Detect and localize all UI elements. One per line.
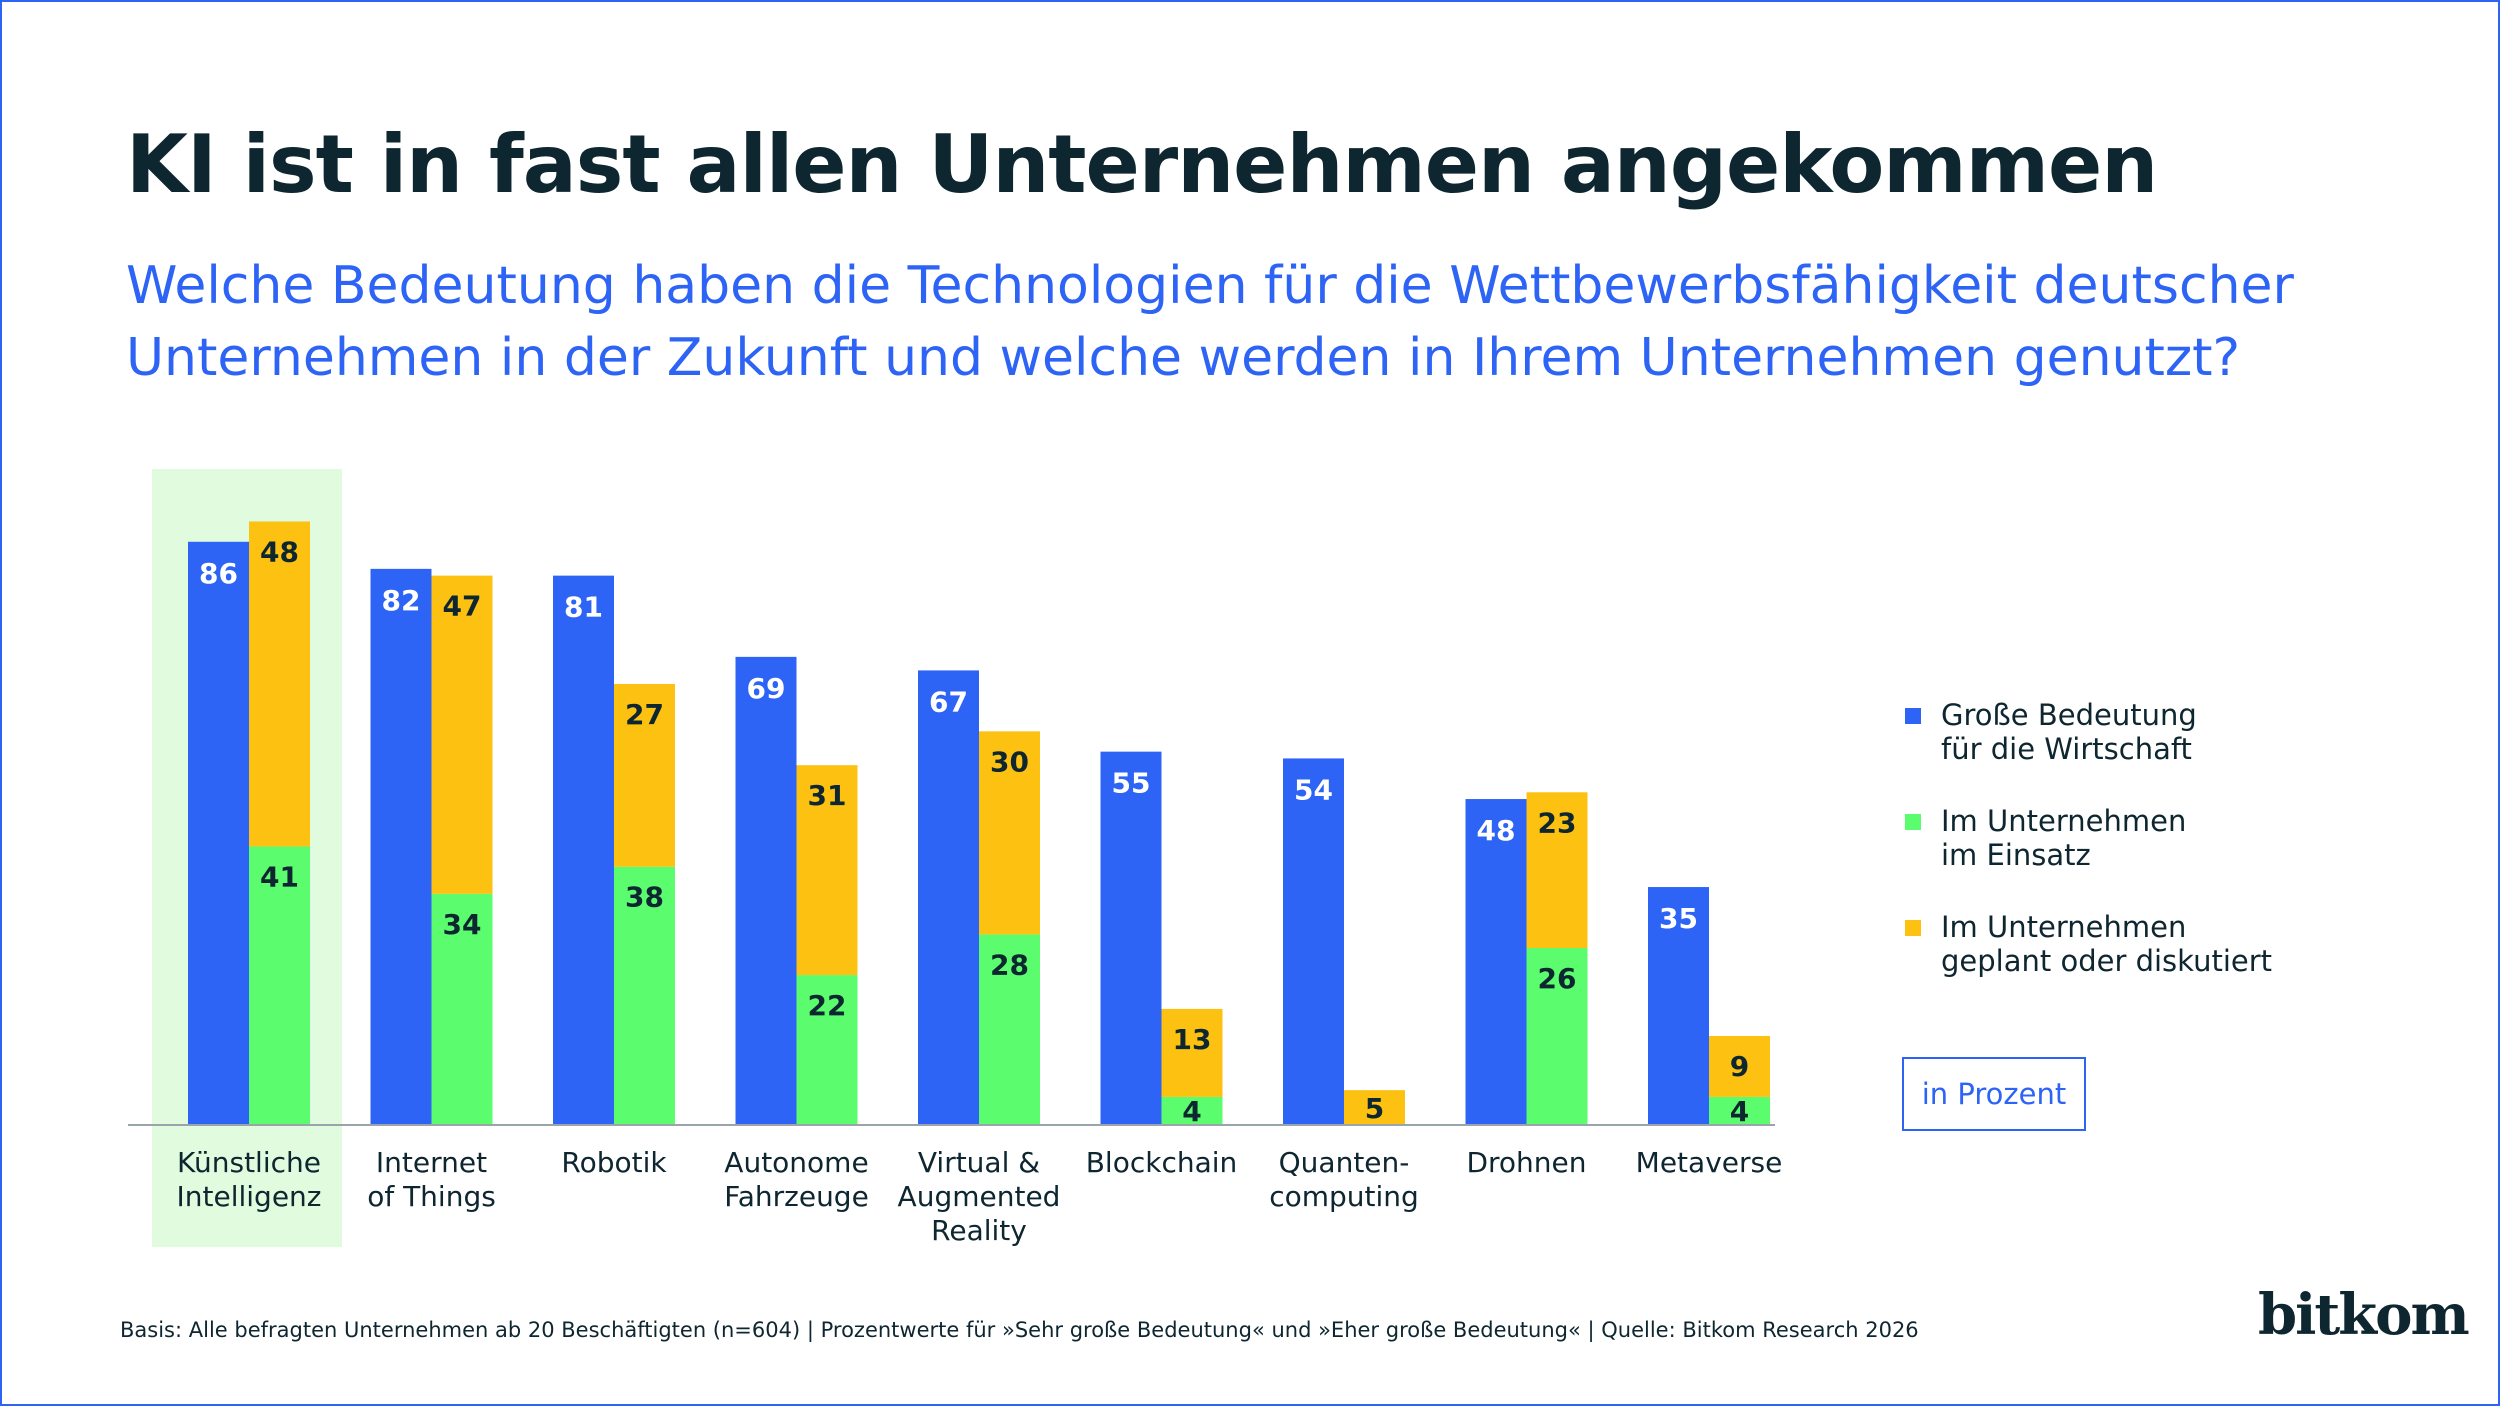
bar-große-bedeutung [1283,758,1344,1124]
data-label: 38 [625,881,664,914]
legend: Große Bedeutung für die Wirtschaft Im Unt… [1905,698,2272,1016]
bar-geplant [249,521,310,847]
legend-swatch [1905,708,1921,724]
legend-swatch [1905,814,1921,830]
data-label: 22 [808,989,847,1022]
bar-große-bedeutung [1648,887,1709,1124]
data-label: 34 [443,908,482,941]
bar-geplant [1709,1035,1770,1097]
category-label: Drohnen [1466,1146,1586,1179]
category-label: Quanten-computing [1269,1146,1419,1213]
legend-item: Im Unternehmen geplant oder diskutiert [1905,910,2272,978]
bar-im-einsatz [1526,947,1588,1124]
bar-im-einsatz [1161,1096,1223,1124]
data-label: 47 [443,590,482,623]
unit-label-box: in Prozent [1902,1057,2086,1131]
bar-im-einsatz [249,846,310,1124]
bitkom-logo: bitkom [2258,1282,2470,1348]
bar-große-bedeutung [370,568,432,1124]
data-label: 4 [1182,1095,1201,1128]
data-label: 67 [929,685,968,718]
bar-geplant [1344,1090,1405,1124]
legend-label: Große Bedeutung für die Wirtschaft [1941,698,2197,766]
bar-im-einsatz [431,893,493,1124]
data-label: 54 [1294,773,1333,806]
bar-geplant [979,731,1040,935]
bar-große-bedeutung [553,575,614,1124]
data-label: 26 [1538,962,1577,995]
bar-große-bedeutung [1465,799,1527,1124]
data-label: 23 [1538,806,1577,839]
legend-item: Große Bedeutung für die Wirtschaft [1905,698,2272,766]
bar-im-einsatz [614,866,675,1124]
category-label: Internet of Things [367,1146,496,1213]
bar-geplant [1526,792,1588,948]
bar-geplant [614,683,675,867]
bar-im-einsatz [1709,1096,1770,1124]
category-label: Virtual & Augmented Reality [898,1146,1061,1247]
category-label: Künstliche Intelligenz [177,1146,322,1213]
data-label: 82 [382,584,421,617]
data-label: 86 [199,557,238,590]
bar-geplant [1161,1008,1223,1097]
data-label: 5 [1365,1092,1384,1125]
data-label: 27 [625,698,664,731]
category-label: Robotik [561,1146,667,1179]
chart-title: KI ist in fast allen Unternehmen angekom… [126,118,2158,211]
data-label: 13 [1173,1023,1212,1056]
data-label: 31 [808,779,847,812]
data-label: 9 [1730,1050,1749,1083]
bar-im-einsatz [979,934,1040,1124]
category-label: Blockchain [1086,1146,1238,1179]
bar-große-bedeutung [735,656,797,1124]
data-label: 48 [1477,814,1516,847]
data-label: 28 [990,948,1029,981]
bar-geplant [796,765,858,976]
bar-geplant [431,575,493,894]
legend-label: Im Unternehmen geplant oder diskutiert [1941,910,2273,978]
bar-große-bedeutung [1100,751,1162,1124]
category-label: Metaverse [1636,1146,1783,1179]
data-label: 69 [747,672,786,705]
data-label: 30 [990,745,1029,778]
chart-subtitle: Welche Bedeutung haben die Technologien … [126,256,2294,388]
legend-swatch [1905,920,1921,936]
data-label: 55 [1112,767,1151,800]
bar-große-bedeutung [918,670,979,1124]
legend-item: Im Unternehmen im Einsatz [1905,804,2272,872]
bar-im-einsatz [796,975,858,1124]
data-label: 35 [1659,902,1698,935]
footer-source: Basis: Alle befragten Unternehmen ab 20 … [120,1318,1919,1342]
data-label: 41 [260,860,299,893]
legend-label: Im Unternehmen im Einsatz [1941,804,2187,872]
data-label: 48 [260,535,299,568]
data-label: 4 [1730,1095,1749,1128]
bar-große-bedeutung [188,541,249,1124]
data-label: 81 [564,591,603,624]
category-label: Autonome Fahrzeuge [724,1146,869,1213]
